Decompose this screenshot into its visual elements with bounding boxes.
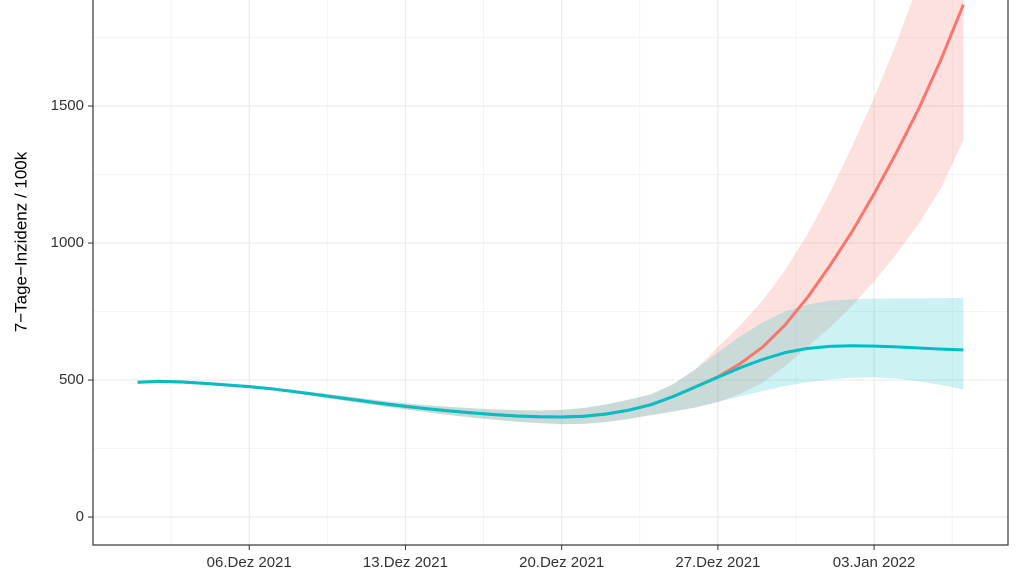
line	[137, 344, 964, 419]
y-tick-label: 500	[59, 371, 84, 388]
x-tick-label: 20.Dez 2021	[519, 554, 604, 571]
confidence-band	[137, 0, 964, 425]
x-tick-label: 27.Dez 2021	[675, 554, 760, 571]
x-tick-label: 06.Dez 2021	[207, 554, 292, 571]
panel-border	[92, 0, 1009, 546]
y-tick-label: 0	[76, 508, 84, 525]
x-tick-label: 13.Dez 2021	[363, 554, 448, 571]
y-tick-label: 1000	[51, 234, 84, 251]
y-axis-label: 7−Tage−Inzidenz / 100k	[11, 151, 30, 332]
confidence-band	[137, 297, 964, 425]
x-tick-label: 03.Jan 2022	[833, 554, 916, 571]
plot-area	[93, 0, 1008, 545]
y-tick-label: 1500	[51, 97, 84, 114]
